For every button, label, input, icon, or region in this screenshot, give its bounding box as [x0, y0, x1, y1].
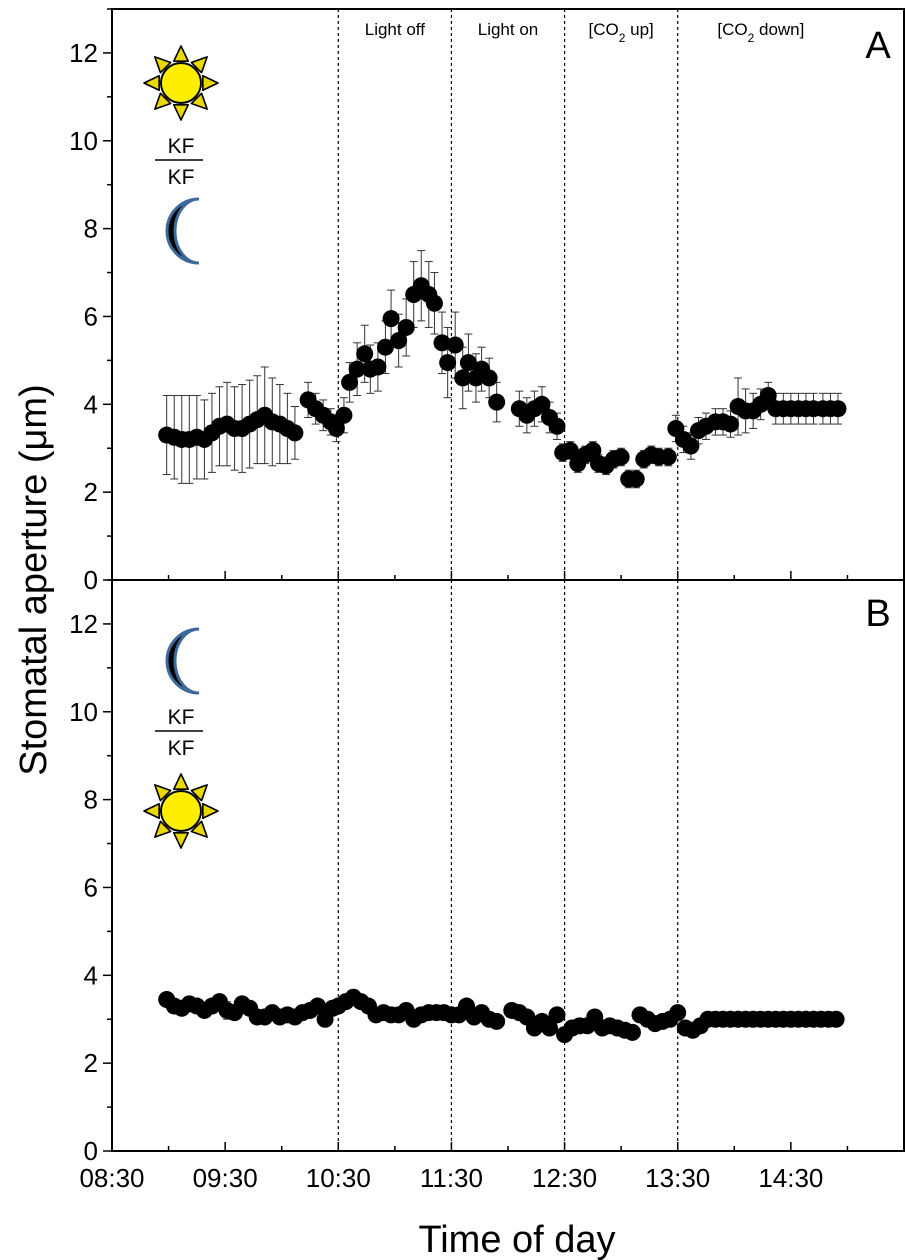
y-tick-label: 10: [69, 697, 98, 727]
moon-icon: [165, 627, 200, 695]
data-point: [623, 1023, 641, 1041]
fraction-denominator: KF: [168, 737, 195, 760]
data-point: [659, 448, 677, 466]
data-point: [827, 1010, 845, 1028]
data-point: [612, 448, 630, 466]
sun-ray: [202, 74, 219, 92]
sun-ray: [190, 820, 208, 838]
data-point: [627, 470, 645, 488]
panel-b: 0 2 4 6 8 10 12 B KF KF: [69, 579, 905, 1166]
y-tick-label: 12: [69, 609, 98, 639]
data-point: [397, 318, 415, 336]
sun-ray: [143, 74, 160, 92]
sun-ray: [190, 56, 208, 74]
sun-ray: [202, 802, 219, 820]
x-axis-title: Time of day: [418, 1219, 615, 1260]
data-point: [446, 336, 464, 354]
data-point: [584, 441, 602, 459]
phase-label: [CO2 up]: [589, 20, 654, 45]
x-tick-label: 12:30: [532, 1163, 597, 1193]
data-point: [722, 415, 740, 433]
data-point: [540, 1019, 558, 1037]
data-point: [548, 1006, 566, 1024]
y-tick-label: 2: [84, 1048, 98, 1078]
data-point: [533, 395, 551, 413]
data-point: [682, 437, 700, 455]
sun-ray: [154, 784, 172, 802]
data-point: [433, 334, 451, 352]
panel-a: 0 2 4 6 8 10 12 A KF KF: [69, 8, 905, 595]
y-tick-label: 0: [84, 565, 98, 595]
data-point: [669, 1004, 687, 1022]
data-point: [327, 419, 345, 437]
sun-ray: [154, 92, 172, 110]
data-point: [439, 354, 457, 372]
fraction-denominator: KF: [168, 166, 195, 189]
data-point: [548, 417, 566, 435]
data-point: [390, 332, 408, 350]
sun-ray: [154, 56, 172, 74]
phase-label: Light on: [478, 20, 539, 39]
data-point: [369, 358, 387, 376]
y-tick-label: 12: [69, 38, 98, 68]
phase-label: Light off: [365, 20, 425, 39]
data-point: [348, 360, 366, 378]
panel-b-frame: [111, 579, 905, 1152]
data-point: [829, 400, 847, 418]
y-tick-label: 6: [84, 301, 98, 331]
phase-label: [CO2 down]: [717, 20, 804, 45]
x-tick-label: 13:30: [645, 1163, 710, 1193]
data-point: [488, 393, 506, 411]
data-point: [561, 441, 579, 459]
data-point: [335, 406, 353, 424]
panel-b-letter: B: [865, 593, 890, 635]
data-point: [341, 373, 359, 391]
sun-ray: [190, 92, 208, 110]
moon-icon: [165, 197, 200, 265]
y-tick-label: 10: [69, 126, 98, 156]
sun-ray: [172, 45, 190, 62]
x-tick-label: 08:30: [79, 1163, 144, 1193]
fraction-numerator: KF: [168, 706, 195, 729]
sun-ray: [172, 832, 190, 849]
y-tick-label: 4: [84, 389, 98, 419]
y-axis-title: Stomatal aperture (μm): [13, 384, 55, 775]
x-tick-label: 14:30: [758, 1163, 823, 1193]
y-tick-label: 4: [84, 960, 98, 990]
data-point: [480, 369, 498, 387]
fraction-numerator: KF: [168, 135, 195, 158]
y-tick-label: 0: [84, 1136, 98, 1166]
sun-ray: [172, 773, 190, 790]
sun-ray: [172, 104, 190, 121]
data-point: [454, 369, 472, 387]
data-point: [759, 387, 777, 405]
data-point: [309, 997, 327, 1015]
panel-a-frame: [111, 8, 905, 581]
y-tick-label: 2: [84, 477, 98, 507]
y-tick-label: 8: [84, 785, 98, 815]
data-point: [382, 310, 400, 328]
panel-a-letter: A: [865, 25, 891, 67]
sun-ray: [143, 802, 160, 820]
x-tick-label: 09:30: [193, 1163, 258, 1193]
data-point: [376, 338, 394, 356]
y-tick-label: 6: [84, 872, 98, 902]
y-tick-label: 8: [84, 214, 98, 244]
sun-ray: [154, 820, 172, 838]
data-point: [356, 345, 374, 363]
data-point: [488, 1012, 506, 1030]
sun-icon: [143, 773, 219, 849]
sun-ray: [190, 784, 208, 802]
data-point: [286, 424, 304, 442]
x-tick-label: 11:30: [420, 1163, 483, 1193]
data-point: [459, 354, 477, 372]
x-tick-label: 10:30: [306, 1163, 371, 1193]
data-point: [425, 294, 443, 312]
sun-icon: [143, 45, 219, 121]
